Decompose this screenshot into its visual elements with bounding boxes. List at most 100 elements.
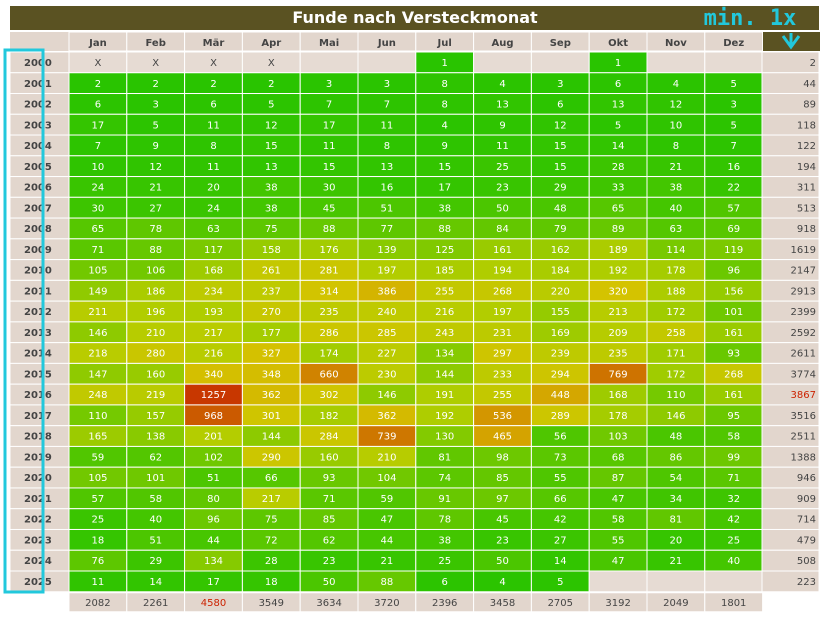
cell-value: 157 (146, 411, 165, 422)
row-total: 122 (797, 141, 816, 152)
cell-value: 239 (551, 349, 570, 360)
cell-value: 161 (724, 390, 743, 401)
cell-value: 230 (377, 369, 396, 380)
cell-value: 40 (727, 556, 740, 567)
cell-value: 38 (438, 203, 451, 214)
cell-value: 769 (609, 369, 628, 380)
cell-value: 57 (727, 203, 740, 214)
cell-value: 5 (731, 79, 737, 90)
cell-value: 362 (377, 411, 396, 422)
cell-value: 103 (609, 432, 628, 443)
cell-value: 30 (92, 203, 105, 214)
cell-value: 45 (323, 203, 336, 214)
cell-value: 40 (670, 203, 683, 214)
cell-value: 99 (727, 452, 740, 463)
cell-value: X (268, 58, 275, 69)
year-label: 2020 (24, 473, 52, 484)
cell-value: 42 (554, 515, 567, 526)
row-total: 909 (797, 494, 816, 505)
year-label: 2003 (24, 120, 52, 131)
row-total: 2399 (791, 307, 816, 318)
cell-value: 85 (496, 473, 509, 484)
cell-value: 104 (377, 473, 396, 484)
cell-value: 8 (442, 79, 448, 90)
cell-value: 146 (377, 390, 396, 401)
header-corner (10, 32, 69, 51)
cell-value: 5 (268, 100, 274, 111)
cell-value: 660 (320, 369, 339, 380)
cell-value: 77 (381, 224, 394, 235)
cell-value: 191 (435, 390, 454, 401)
cell-value: 50 (323, 577, 336, 588)
cell-value: 217 (204, 328, 223, 339)
row-total: 89 (803, 100, 816, 111)
month-header: Jul (437, 38, 452, 49)
cell-value: 20 (670, 535, 683, 546)
cell-value: 28 (265, 556, 278, 567)
cell-value: 71 (92, 245, 105, 256)
cell-value: 216 (435, 307, 454, 318)
cell-value: 210 (377, 452, 396, 463)
cell-value: 17 (207, 577, 220, 588)
cell-value: 63 (207, 224, 220, 235)
cell-value: 3 (326, 79, 332, 90)
cell-value: 66 (265, 473, 278, 484)
year-label: 2000 (24, 58, 52, 69)
cell-value: 165 (88, 432, 107, 443)
row-total: 311 (797, 183, 816, 194)
cell-value: 88 (323, 224, 336, 235)
cell-value: 218 (88, 349, 107, 360)
cell-value: 58 (149, 494, 162, 505)
row-total: 223 (797, 577, 816, 588)
row-total: 3867 (791, 390, 816, 401)
year-label: 2023 (24, 535, 52, 546)
month-header-cell (704, 31, 764, 52)
cell-value: 6 (95, 100, 101, 111)
cell-value: 34 (670, 494, 683, 505)
cell-value: 1257 (201, 390, 226, 401)
cell-value: 40 (149, 515, 162, 526)
year-label: 2019 (24, 452, 52, 463)
cell-value: 33 (612, 183, 625, 194)
cell-value: 9 (442, 141, 448, 152)
cell-value: 68 (612, 452, 625, 463)
cell-value: 95 (727, 411, 740, 422)
cell-value: 186 (146, 286, 165, 297)
row-total: 1388 (791, 452, 816, 463)
cell-value: 155 (551, 307, 570, 318)
cell-value: 32 (727, 494, 740, 505)
cell-value: 12 (670, 100, 683, 111)
cell-value: 211 (88, 307, 107, 318)
year-label: 2024 (24, 556, 52, 567)
cell-value: 1 (442, 58, 448, 69)
cell-value: 114 (666, 245, 685, 256)
cell-value: 448 (551, 390, 570, 401)
cell-value: 58 (612, 515, 625, 526)
cell-value: 8 (210, 141, 216, 152)
heatmap-cell (704, 51, 764, 74)
column-total: 3192 (605, 598, 630, 609)
cell-value: 213 (609, 307, 628, 318)
cell-value: 30 (323, 183, 336, 194)
cell-value: 25 (438, 556, 451, 567)
heatmap-cell (646, 570, 706, 593)
cell-value: 12 (554, 120, 567, 131)
month-header: Dez (723, 38, 744, 49)
row-total-cell (761, 570, 820, 593)
cell-value: 62 (323, 535, 336, 546)
cell-value: 160 (146, 369, 165, 380)
cell-value: 3 (557, 79, 563, 90)
cell-value: 66 (554, 494, 567, 505)
cell-value: 5 (557, 577, 563, 588)
cell-value: 110 (88, 411, 107, 422)
cell-value: 193 (204, 307, 223, 318)
year-label: 2015 (24, 369, 52, 380)
cell-value: 54 (670, 473, 683, 484)
cell-value: 320 (609, 286, 628, 297)
cell-value: 231 (493, 328, 512, 339)
cell-value: 197 (377, 266, 396, 277)
cell-value: 75 (265, 515, 278, 526)
cell-value: 340 (204, 369, 223, 380)
cell-value: 184 (551, 266, 570, 277)
cell-value: 57 (92, 494, 105, 505)
